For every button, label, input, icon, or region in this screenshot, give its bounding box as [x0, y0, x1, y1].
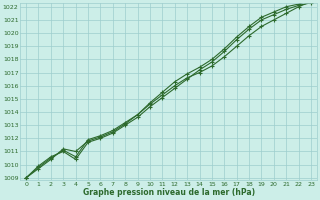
X-axis label: Graphe pression niveau de la mer (hPa): Graphe pression niveau de la mer (hPa) — [83, 188, 255, 197]
